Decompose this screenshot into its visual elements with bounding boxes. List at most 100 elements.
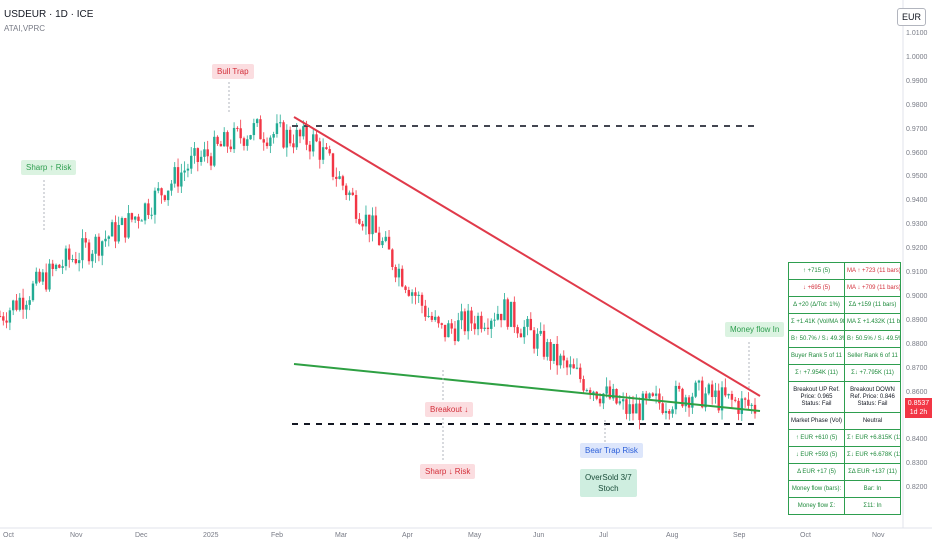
candle-body	[602, 393, 605, 404]
candle-body	[226, 132, 229, 147]
candle-body	[635, 403, 638, 414]
candle-body	[430, 315, 434, 320]
stats-row: Σ +1.41K (Vol/MA 98%)MA Σ +1.432K (11 ba…	[788, 313, 901, 331]
candle-body	[750, 404, 753, 406]
candle-body	[486, 327, 490, 329]
stats-cell-left: ↓ EUR +593 (5)	[788, 446, 845, 464]
price-axis-tick: 0.8200	[906, 484, 928, 492]
candle-body	[137, 216, 140, 221]
price-axis-tick: 0.8900	[906, 316, 928, 324]
stats-row: Market Phase (Vol) Neutral	[788, 412, 901, 430]
candle-body	[565, 360, 569, 368]
candle-body	[410, 292, 414, 296]
candle-body	[582, 379, 585, 391]
candle-body	[176, 167, 180, 187]
countdown-value: 1d 2h	[909, 409, 928, 416]
candle-body	[252, 123, 256, 136]
stats-cell-right: Σ↑ EUR +6.815K (11)	[844, 429, 901, 447]
stats-cell-right: Seller Rank 6 of 11	[844, 347, 901, 365]
candle-body	[687, 397, 691, 408]
stats-row: ↓ +695 (5) MA ↓ +709 (11 bars)	[788, 279, 901, 297]
time-axis-tick: Sep	[733, 532, 746, 539]
candle-body	[658, 393, 661, 404]
candle-body	[714, 390, 717, 398]
candle-body	[364, 214, 368, 227]
candle-body	[338, 176, 341, 179]
candle-body	[305, 126, 308, 145]
indicator-label[interactable]: ATAI,VPRC	[4, 24, 46, 33]
symbol-title[interactable]: USDEUR · 1D · ICE	[4, 9, 94, 20]
candle-body	[720, 387, 724, 411]
candle-body	[147, 203, 150, 216]
candle-body	[18, 297, 21, 310]
candle-body	[279, 122, 282, 124]
candle-body	[255, 119, 259, 124]
resistance-trendline[interactable]	[293, 116, 761, 397]
sharp-up-risk-label: Sharp ↑ Risk	[21, 160, 77, 175]
price-axis-tick: 1.0100	[906, 30, 928, 37]
candle-body	[654, 393, 658, 396]
support-trendline[interactable]	[293, 363, 761, 412]
candle-body	[328, 149, 331, 154]
candle-body	[84, 238, 87, 243]
candle-body	[414, 292, 417, 296]
candle-body	[269, 137, 272, 147]
candle-body	[480, 315, 483, 329]
candle-body	[173, 167, 176, 184]
candle-body	[203, 149, 206, 157]
candle-body	[81, 238, 84, 261]
candle-body	[628, 404, 631, 414]
currency-button[interactable]: EUR	[896, 8, 926, 26]
candle-body	[15, 300, 18, 310]
candle-body	[437, 316, 440, 324]
candle-body	[651, 393, 654, 396]
candle-body	[275, 123, 279, 135]
oversold-sub: Stoch	[598, 484, 619, 493]
stats-cell-right: ΣΔ EUR +137 (11)	[844, 463, 901, 481]
time-axis-tick: Oct	[3, 532, 14, 539]
stats-cell-left: ↓ +695 (5)	[788, 279, 845, 297]
candle-body	[97, 236, 101, 256]
candle-body	[242, 138, 246, 146]
candle-body	[420, 294, 424, 306]
candle-body	[542, 330, 546, 357]
breakout-down-label: Breakout ↓	[425, 402, 474, 417]
candle-body	[612, 388, 615, 399]
candle-body	[532, 330, 536, 349]
last-price-tag: 0.8537 1d 2h	[905, 398, 932, 418]
candle-body	[124, 218, 127, 238]
candle-body	[341, 176, 345, 186]
candle-body	[707, 384, 711, 394]
candle-body	[335, 176, 338, 179]
candle-body	[58, 264, 61, 268]
candle-body	[371, 215, 374, 235]
candle-body	[671, 409, 674, 414]
candle-body	[44, 272, 48, 290]
stats-row: Buyer Rank 5 of 11 Seller Rank 6 of 11	[788, 347, 901, 365]
candle-body	[133, 216, 137, 220]
candle-body	[249, 135, 252, 140]
candle-body	[160, 188, 163, 196]
candle-body	[2, 316, 5, 321]
candle-body	[503, 299, 506, 321]
candle-body	[361, 223, 364, 227]
candle-body	[325, 147, 328, 150]
stats-cell-left: Δ +20 (Δ/Tot: 1%)	[788, 296, 845, 314]
candle-body	[295, 129, 298, 148]
candle-body	[94, 236, 97, 254]
candle-body	[552, 343, 556, 361]
candle-body	[183, 170, 186, 173]
candle-body	[166, 190, 170, 201]
candle-body	[8, 310, 12, 323]
time-axis-tick: Jul	[599, 532, 608, 539]
price-axis-tick: 0.9300	[906, 221, 928, 229]
time-axis-tick: Feb	[271, 532, 284, 539]
candle-body	[463, 311, 467, 332]
oversold-text: OverSold 3/7	[585, 473, 632, 482]
stats-cell-left: Σ↑ +7.954K (11)	[788, 364, 845, 382]
candle-body	[740, 398, 744, 414]
last-price-value: 0.8537	[907, 400, 930, 407]
candle-body	[539, 330, 542, 334]
candle-body	[559, 355, 562, 366]
